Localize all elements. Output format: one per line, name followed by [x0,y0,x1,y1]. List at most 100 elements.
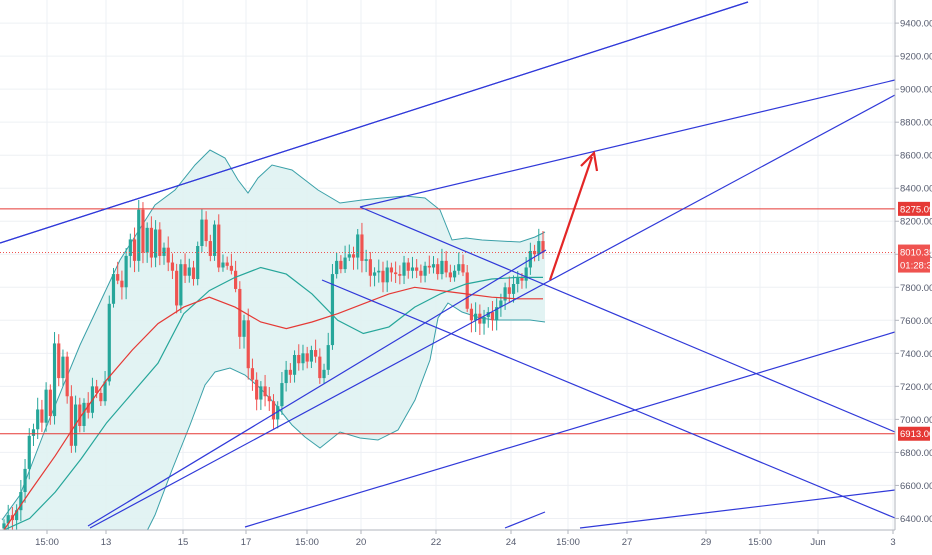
candle [120,270,124,300]
candle-body [36,409,40,430]
candle [200,209,204,252]
candle [65,351,69,404]
candle [57,334,61,387]
candle-body [292,354,297,375]
candle [162,242,166,265]
candle-body [280,383,284,407]
x-tick-label: 27 [622,537,633,548]
candle-body [229,265,233,271]
candle [15,504,19,530]
candle [377,259,381,283]
x-tick-label: Jun [810,537,825,548]
candle-body [141,209,145,253]
candle [398,265,402,285]
trendline [321,279,895,519]
candle [137,199,141,272]
candle [461,254,465,277]
candle-body [246,320,250,369]
candle [40,399,44,433]
candle-body [284,369,288,384]
candle [516,270,520,293]
candle-body [356,234,360,258]
candle [465,265,469,313]
candle [48,384,52,425]
candle [259,381,263,410]
trendline [579,489,895,529]
level-badge-label: 8275.09 [900,204,932,215]
y-tick-label: 7400.00 [900,349,932,360]
candle-body [351,254,356,258]
candle [221,254,225,272]
candle [204,211,208,247]
candle-body [166,247,170,263]
candle [280,371,284,415]
candle [444,250,448,278]
trendline [504,511,546,529]
candle-body [457,264,461,271]
candle-body [153,229,158,258]
candle-body [196,246,200,280]
candle-body [65,356,69,397]
candle-body [423,265,427,276]
trendline [244,331,895,528]
candle [372,267,377,287]
candle [486,307,490,328]
candle [364,249,368,273]
candle [360,222,364,273]
candle-body [372,272,377,276]
y-tick-label: 8200.00 [900,217,932,228]
candle-body [516,277,520,284]
candle-body [419,270,423,276]
candle [326,332,330,375]
candle [196,241,200,286]
candle [335,252,339,279]
candle-body [208,241,212,256]
x-tick-label: 20 [356,537,367,548]
forecast-arrow [548,150,599,281]
candle [469,303,474,333]
candle [427,255,431,274]
candle-body [111,274,116,304]
candle [166,236,170,272]
candle [436,258,440,280]
candle-body [225,262,229,266]
trendline [0,1,749,244]
candle [284,360,288,392]
candle-body [364,259,368,261]
y-tick-label: 9400.00 [900,19,932,30]
candle-body [507,287,511,294]
candle-body [499,300,503,308]
candle-body [19,492,23,511]
y-tick-label: 9000.00 [900,85,932,96]
x-tick-label: 15:00 [295,537,319,548]
forecast-arrow-shaft [548,156,594,281]
candle [541,230,545,260]
candle-body [326,345,330,370]
candle [44,382,48,432]
candle [292,350,297,383]
trendline [359,79,895,208]
candle-body [427,265,431,268]
candle [149,216,153,268]
y-tick-label: 7000.00 [900,415,932,426]
x-tick-label: 13 [101,537,112,548]
x-tick-label: 3 [890,537,895,548]
candle-body [495,307,499,321]
candle [301,344,305,371]
candle-body [511,283,516,294]
candle-body [394,272,398,275]
candle-body [132,239,137,261]
candle-body [318,356,322,379]
candle [242,314,246,349]
candle-body [238,288,242,337]
x-tick-label: 15:00 [748,537,772,548]
candle-body [137,209,141,261]
candle-body [86,402,90,413]
candle-body [162,247,166,256]
x-tick-label: 15 [178,537,189,548]
candle-body [267,396,271,402]
candle-body [158,229,162,256]
candle-body [128,239,132,256]
candle-body [40,409,44,423]
